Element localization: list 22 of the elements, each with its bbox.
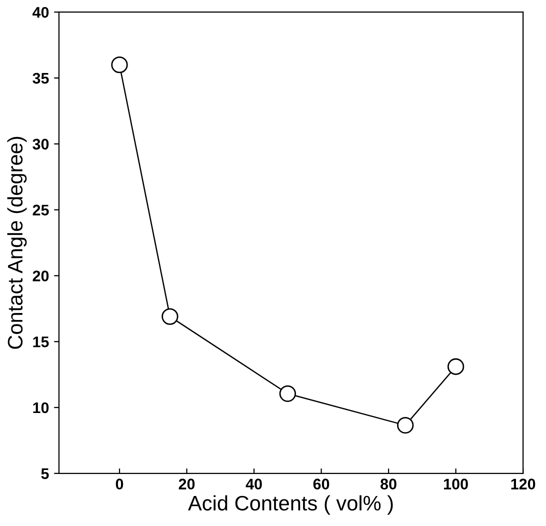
point bbox=[447, 358, 464, 375]
point bbox=[162, 308, 178, 325]
x-tick-label: 120 bbox=[511, 478, 536, 490]
y-tick-label: 5 bbox=[41, 468, 49, 480]
point bbox=[111, 56, 128, 74]
x-tick-label: 60 bbox=[313, 478, 330, 490]
x-tick-label: 100 bbox=[444, 478, 468, 490]
y-tick-label: 10 bbox=[33, 402, 49, 414]
y-tick-label: 15 bbox=[33, 336, 49, 348]
point bbox=[279, 385, 296, 402]
y-tick-label: 20 bbox=[32, 270, 49, 282]
y-tick-label: 35 bbox=[32, 72, 49, 84]
y-axis-title: Contact Angle (degree) bbox=[7, 136, 27, 349]
x-tick-label: 0 bbox=[116, 478, 124, 490]
x-axis-title: Acid Contents ( vol% ) bbox=[188, 495, 393, 515]
y-tick-label: 25 bbox=[32, 204, 49, 216]
y-tick-label: 30 bbox=[32, 138, 49, 150]
x-tick-label: 20 bbox=[178, 478, 195, 490]
x-tick-label: 40 bbox=[246, 478, 262, 490]
y-tick-label: 40 bbox=[32, 6, 49, 18]
x-tick-label: 80 bbox=[380, 478, 396, 490]
point bbox=[397, 416, 414, 434]
